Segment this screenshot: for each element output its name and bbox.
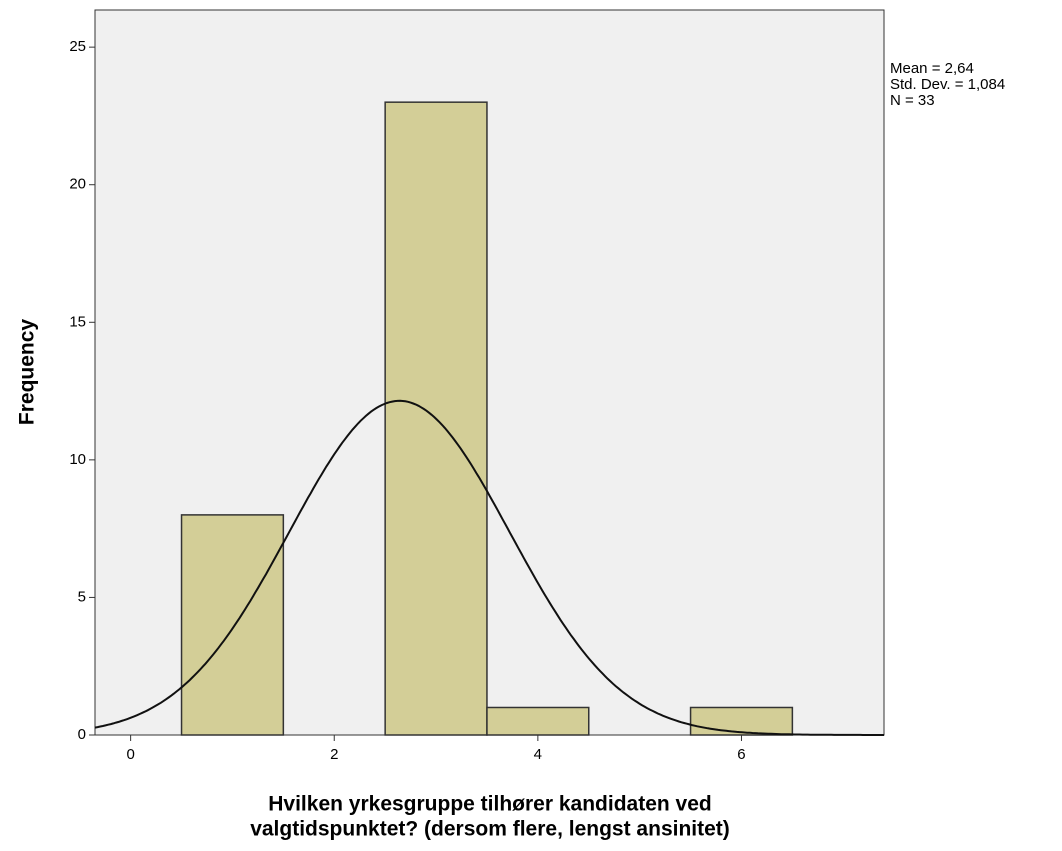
bar <box>689 706 794 736</box>
y-tick-label: 5 <box>78 588 86 605</box>
stat-label: N = 33 <box>890 92 935 109</box>
bar <box>486 706 590 736</box>
y-tick-label: 25 <box>69 38 86 55</box>
stat-label: Mean = 2,64 <box>890 60 974 77</box>
x-tick-label: 4 <box>534 746 542 763</box>
bar <box>180 514 285 736</box>
x-axis-label: valgtidspunktet? (dersom flere, lengst a… <box>250 818 730 841</box>
x-axis-label: Hvilken yrkesgruppe tilhører kandidaten … <box>268 793 711 816</box>
stat-label: Std. Dev. = 1,084 <box>890 76 1005 93</box>
y-tick-label: 15 <box>69 313 86 330</box>
x-tick-label: 0 <box>126 746 134 763</box>
y-axis-label: Frequency <box>16 319 39 426</box>
x-tick-label: 2 <box>330 746 338 763</box>
y-tick-label: 20 <box>69 176 86 193</box>
x-tick-label: 6 <box>737 746 745 763</box>
y-tick-label: 0 <box>78 726 86 743</box>
y-tick-label: 10 <box>69 451 86 468</box>
normal-curve <box>94 399 884 736</box>
